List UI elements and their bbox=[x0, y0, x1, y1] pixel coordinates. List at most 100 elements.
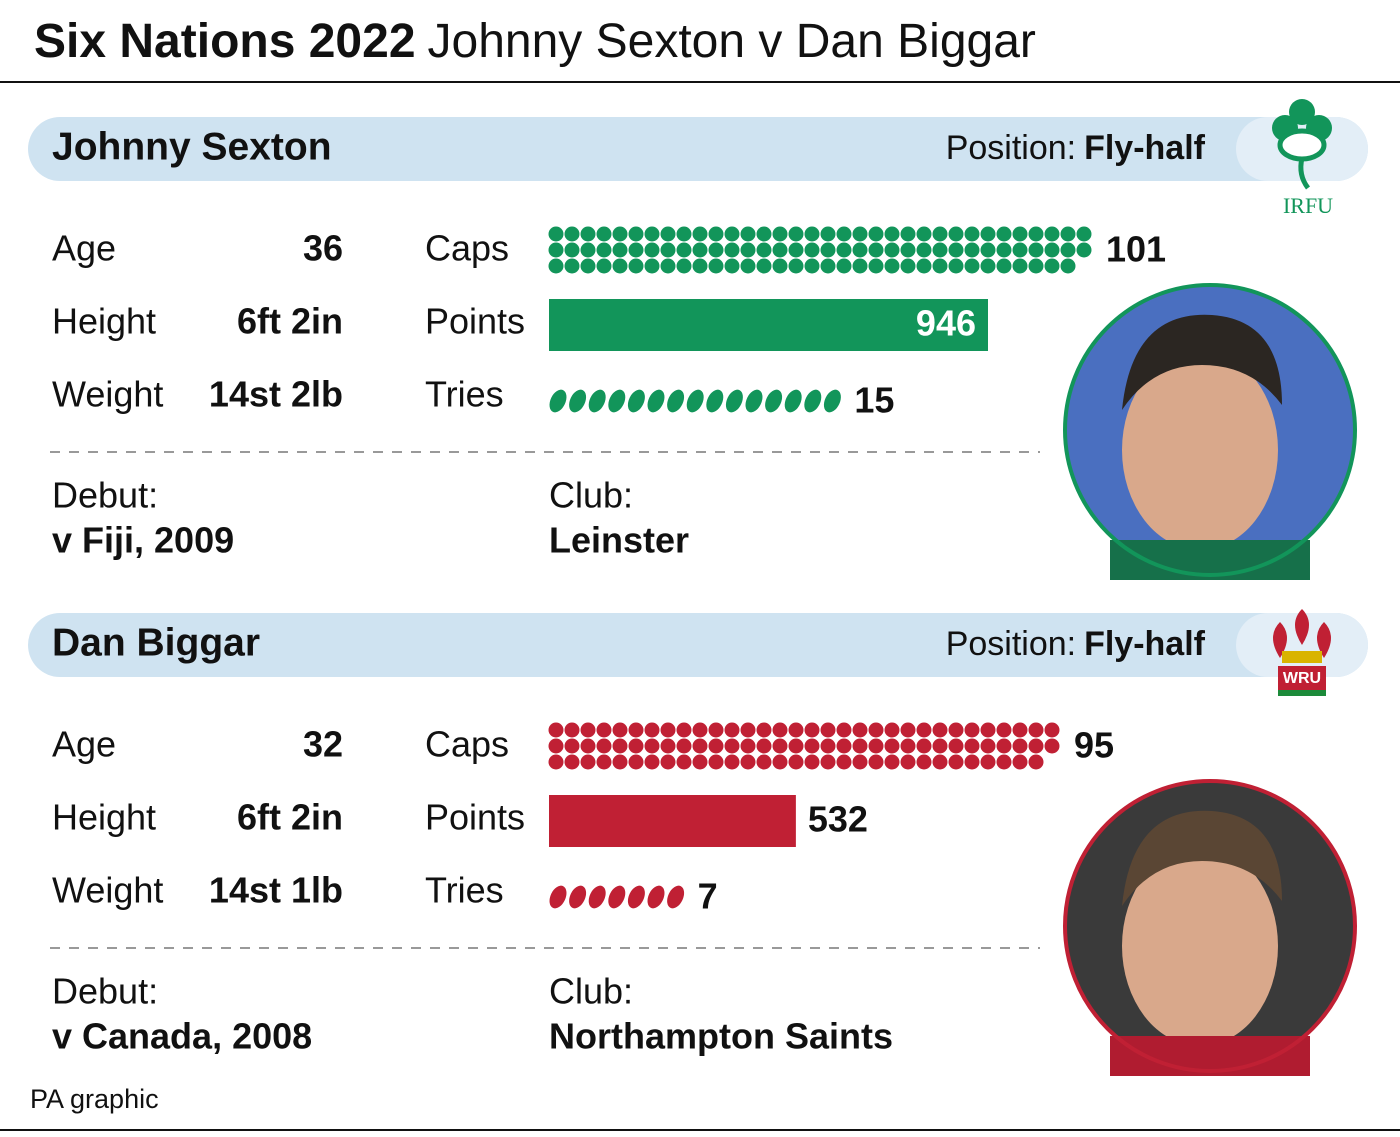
cap-dot bbox=[916, 738, 932, 754]
cap-dot bbox=[836, 754, 852, 770]
tries-value: 15 bbox=[854, 380, 894, 421]
cap-dot bbox=[692, 242, 708, 258]
cap-dot bbox=[660, 258, 676, 274]
cap-dot bbox=[548, 258, 564, 274]
cap-dot bbox=[1028, 738, 1044, 754]
try-ball bbox=[745, 389, 763, 413]
try-ball bbox=[549, 389, 567, 413]
cap-dot bbox=[676, 738, 692, 754]
cap-dot bbox=[772, 226, 788, 242]
cap-dot bbox=[772, 242, 788, 258]
cap-dot bbox=[564, 754, 580, 770]
cap-dot bbox=[772, 754, 788, 770]
cap-dot bbox=[820, 258, 836, 274]
caps-value: 95 bbox=[1074, 725, 1114, 766]
cap-dot bbox=[932, 258, 948, 274]
stat-value: 14st 2lb bbox=[209, 374, 343, 415]
try-ball bbox=[823, 389, 841, 413]
club-value: Northampton Saints bbox=[549, 1016, 893, 1057]
cap-dot bbox=[724, 738, 740, 754]
logo-box bbox=[1278, 666, 1326, 690]
position-value: Fly-half bbox=[1084, 625, 1206, 663]
cap-dot bbox=[692, 226, 708, 242]
cap-dot bbox=[852, 722, 868, 738]
cap-dot bbox=[868, 258, 884, 274]
try-ball bbox=[627, 885, 645, 909]
photo-hair bbox=[1122, 810, 1282, 906]
cap-dot bbox=[1076, 226, 1092, 242]
cap-dot bbox=[708, 258, 724, 274]
photo-face bbox=[1122, 846, 1278, 1046]
cap-dot bbox=[692, 258, 708, 274]
cap-dot bbox=[644, 722, 660, 738]
player-card: Dan Biggar Position: Fly-half WRU Age 32 Heigh… bbox=[28, 609, 1368, 1076]
try-ball bbox=[686, 389, 704, 413]
cap-dot bbox=[1044, 738, 1060, 754]
cap-dot bbox=[692, 722, 708, 738]
try-ball bbox=[569, 389, 587, 413]
debut-value: v Canada, 2008 bbox=[52, 1016, 312, 1057]
cap-dot bbox=[628, 738, 644, 754]
cap-dot bbox=[1012, 242, 1028, 258]
cap-dot bbox=[804, 258, 820, 274]
cap-dot bbox=[612, 722, 628, 738]
cap-dot bbox=[820, 722, 836, 738]
source: PA graphic bbox=[30, 1084, 159, 1114]
stat-label: Age bbox=[52, 228, 116, 269]
title-rest: Johnny Sexton v Dan Biggar bbox=[428, 15, 1036, 68]
photo-ring bbox=[1063, 779, 1357, 1073]
cap-dot bbox=[564, 242, 580, 258]
cap-dot bbox=[980, 722, 996, 738]
cap-dot bbox=[1044, 258, 1060, 274]
player-name: Johnny Sexton bbox=[52, 125, 332, 168]
cap-dot bbox=[580, 226, 596, 242]
cap-dot bbox=[964, 226, 980, 242]
cap-dot bbox=[1028, 242, 1044, 258]
cap-dot bbox=[1044, 242, 1060, 258]
try-ball bbox=[784, 389, 802, 413]
cap-dot bbox=[916, 258, 932, 274]
cap-dot bbox=[756, 258, 772, 274]
cap-dot bbox=[836, 738, 852, 754]
cap-dot bbox=[628, 722, 644, 738]
cap-dot bbox=[612, 226, 628, 242]
cap-dot bbox=[788, 722, 804, 738]
cap-dot bbox=[740, 226, 756, 242]
cap-dot bbox=[916, 722, 932, 738]
cap-dot bbox=[580, 258, 596, 274]
cap-dot bbox=[884, 226, 900, 242]
cap-dot bbox=[804, 738, 820, 754]
cap-dot bbox=[852, 754, 868, 770]
metric-label: Caps bbox=[425, 724, 509, 765]
stem bbox=[1298, 157, 1311, 190]
cap-dot bbox=[932, 226, 948, 242]
logo-green bbox=[1278, 690, 1326, 696]
cap-dot bbox=[692, 738, 708, 754]
cap-dot bbox=[900, 754, 916, 770]
try-ball bbox=[569, 885, 587, 909]
cap-dot bbox=[756, 722, 772, 738]
cap-dot bbox=[1044, 722, 1060, 738]
try-ball bbox=[647, 885, 665, 909]
cap-dot bbox=[708, 738, 724, 754]
cap-dot bbox=[964, 738, 980, 754]
metric-label: Points bbox=[425, 797, 525, 838]
cap-dot bbox=[564, 226, 580, 242]
cap-dot bbox=[884, 722, 900, 738]
cap-dot bbox=[852, 258, 868, 274]
cap-dot bbox=[932, 738, 948, 754]
cap-dot bbox=[1060, 242, 1076, 258]
cap-dot bbox=[676, 258, 692, 274]
cap-dot bbox=[868, 754, 884, 770]
cap-dot bbox=[900, 258, 916, 274]
cap-dot bbox=[612, 242, 628, 258]
cap-dot bbox=[932, 242, 948, 258]
cap-dot bbox=[708, 226, 724, 242]
cap-dot bbox=[740, 258, 756, 274]
cap-dot bbox=[612, 258, 628, 274]
cap-dot bbox=[1012, 258, 1028, 274]
cap-dot bbox=[884, 754, 900, 770]
cap-dot bbox=[948, 754, 964, 770]
